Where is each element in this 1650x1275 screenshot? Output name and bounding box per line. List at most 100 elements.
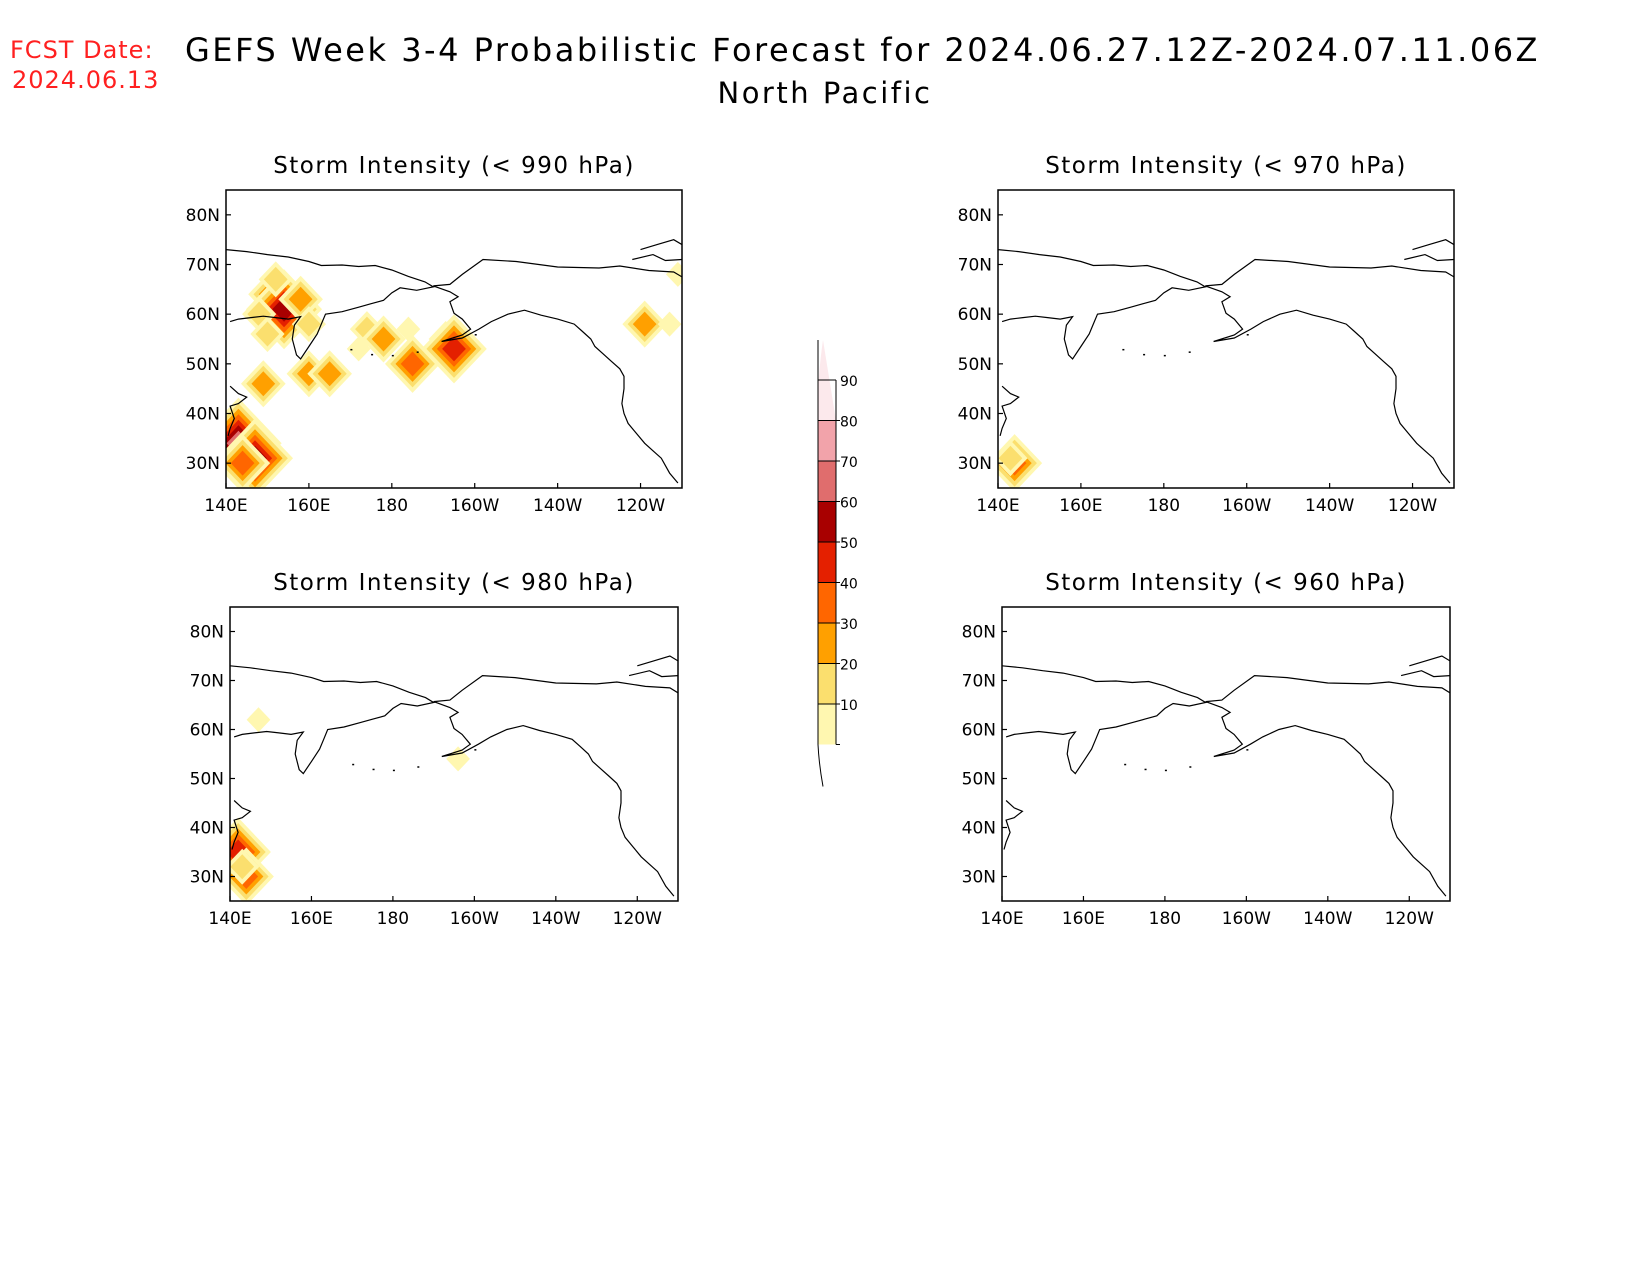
island — [1164, 769, 1167, 772]
coastline-segment — [433, 674, 678, 703]
probability-shading — [230, 707, 470, 901]
map-panel-2: Storm Intensity (< 970 hPa) 140E 160E 180 16… — [958, 153, 1455, 516]
probability-shading — [998, 434, 1043, 488]
page-subtitle: North Pacific — [717, 76, 933, 110]
panel-title: Storm Intensity (< 980 hPa) — [273, 570, 635, 596]
coastline — [1002, 655, 1450, 897]
colorbar-label: 30 — [840, 617, 858, 633]
lat-tick-label: 30N — [962, 868, 996, 888]
island — [1122, 348, 1125, 351]
colorbar: 90 80 70 60 50 40 30 20 10 — [817, 340, 858, 787]
coastline-segment — [226, 249, 435, 360]
lon-tick-label: 120W — [613, 909, 662, 929]
probability-cell — [288, 286, 313, 312]
coastline-segment — [1400, 670, 1450, 678]
map-frame — [229, 606, 679, 902]
colorbar-label: 10 — [840, 698, 858, 714]
colorbar-swatch — [818, 420, 836, 461]
probability-cell — [400, 351, 425, 377]
lon-tick-label: 140E — [204, 496, 247, 516]
island — [1246, 749, 1249, 751]
island — [352, 763, 355, 766]
map-panel-1: Storm Intensity (< 990 hPa) 140E 160E 180 16… — [186, 153, 683, 516]
lat-tick-label: 30N — [958, 454, 992, 474]
lon-tick-label: 160W — [1222, 909, 1271, 929]
coastline-segment — [1409, 655, 1450, 667]
map-panel-4: Storm Intensity (< 960 hPa) 140E 160E 180 16… — [962, 570, 1451, 929]
lon-tick-label: 140E — [208, 909, 251, 929]
lat-tick-label: 40N — [962, 819, 996, 839]
probability-cell — [346, 336, 371, 362]
lat-tick-label: 50N — [190, 770, 224, 790]
lat-tick-label: 40N — [958, 405, 992, 425]
lat-tick-label: 60N — [958, 305, 992, 325]
lon-tick-label: 160E — [1062, 909, 1105, 929]
page-title: GEFS Week 3-4 Probabilistic Forecast for… — [185, 31, 1540, 69]
forecast-date-value: 2024.06.13 — [12, 66, 160, 94]
panel-title: Storm Intensity (< 960 hPa) — [1045, 570, 1407, 596]
probability-cell — [665, 261, 682, 287]
panel-title: Storm Intensity (< 970 hPa) — [1045, 153, 1407, 179]
coastline-segment — [230, 665, 436, 775]
lon-tick-label: 180 — [377, 909, 409, 929]
colorbar-swatch — [818, 663, 836, 704]
coastline-segment — [1003, 800, 1024, 850]
probability-cell — [657, 311, 682, 337]
coastline-segment — [628, 670, 678, 678]
coastline — [226, 239, 682, 484]
island — [372, 768, 375, 771]
colorbar-swatch — [818, 542, 836, 583]
probability-cell — [263, 266, 288, 292]
colorbar-swatch — [818, 623, 836, 664]
island — [1163, 354, 1166, 357]
island — [474, 334, 477, 336]
lat-tick-label: 70N — [958, 256, 992, 276]
colorbar-label: 50 — [840, 536, 858, 552]
lon-tick-label: 180 — [1148, 496, 1180, 516]
colorbar-label: 20 — [840, 658, 858, 674]
coastline-segment — [632, 253, 682, 262]
coastline-segment — [640, 239, 682, 251]
lat-tick-label: 80N — [186, 206, 220, 226]
probability-cell — [255, 321, 280, 347]
lat-tick-label: 50N — [186, 355, 220, 375]
island — [1189, 766, 1192, 768]
coastline-segment — [1002, 665, 1208, 775]
coastline — [998, 239, 1454, 484]
coastline-segment — [1205, 674, 1450, 703]
island — [1188, 351, 1191, 353]
island — [1143, 353, 1146, 356]
colorbar-label: 90 — [840, 374, 858, 390]
panel-title: Storm Intensity (< 990 hPa) — [273, 153, 635, 179]
probability-shading — [226, 261, 682, 488]
island — [350, 348, 353, 351]
map-frame — [225, 189, 683, 489]
coastline-segment — [433, 701, 675, 897]
island — [416, 351, 419, 353]
lon-tick-label: 160E — [290, 909, 333, 929]
lat-tick-label: 50N — [958, 355, 992, 375]
lon-tick-label: 140W — [531, 909, 580, 929]
map-frame — [997, 189, 1455, 489]
lat-tick-label: 80N — [190, 623, 224, 643]
island — [1124, 763, 1127, 766]
lon-tick-label: 120W — [1388, 496, 1437, 516]
probability-cell — [246, 707, 271, 733]
coastline-segment — [1205, 285, 1451, 484]
lat-tick-label: 50N — [962, 770, 996, 790]
island — [371, 353, 374, 356]
coastline-segment — [999, 385, 1020, 437]
lon-tick-label: 140W — [1305, 496, 1354, 516]
probability-cell — [251, 371, 276, 397]
island — [417, 766, 420, 768]
lat-tick-label: 40N — [190, 819, 224, 839]
map-panel-3: Storm Intensity (< 980 hPa) 140E 160E 180 16… — [190, 570, 679, 929]
lat-tick-label: 70N — [190, 672, 224, 692]
lon-tick-label: 140W — [1303, 909, 1352, 929]
lon-tick-label: 120W — [616, 496, 665, 516]
probability-cell — [230, 854, 255, 880]
lat-tick-label: 30N — [186, 454, 220, 474]
lat-tick-label: 40N — [186, 405, 220, 425]
colorbar-swatch — [818, 582, 836, 623]
